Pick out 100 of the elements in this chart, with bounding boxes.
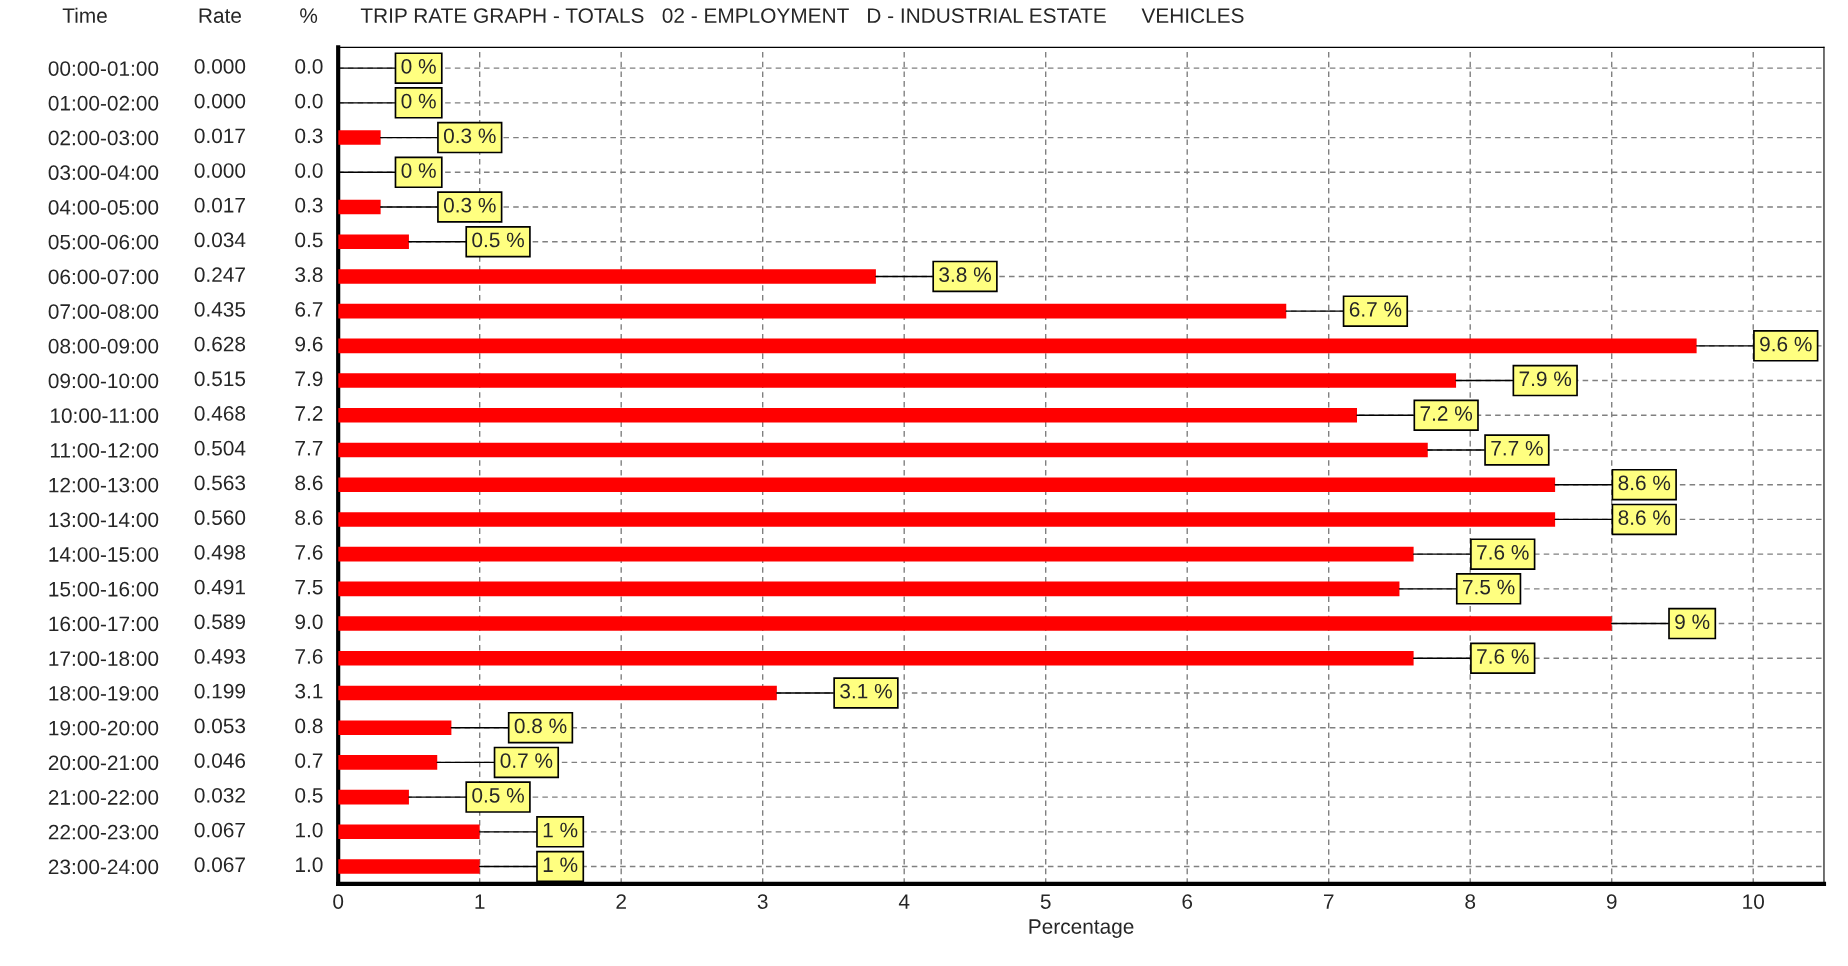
bar bbox=[338, 199, 381, 215]
data-label: 7.9 % bbox=[1519, 371, 1572, 387]
data-label: 9 % bbox=[1675, 614, 1710, 630]
text: 7.9 bbox=[295, 371, 323, 387]
text: 8.6 bbox=[295, 510, 323, 526]
data-label: 0.8 % bbox=[514, 718, 567, 734]
text: 0.515 bbox=[194, 371, 246, 387]
text: 0.0 bbox=[295, 59, 323, 74]
text: 0.067 bbox=[194, 857, 245, 873]
data-label: 0 % bbox=[401, 163, 436, 178]
text: 0.7 bbox=[295, 753, 323, 768]
x-tick-label: 9 bbox=[1606, 894, 1617, 909]
bar bbox=[338, 824, 480, 840]
x-tick-label: 3 bbox=[757, 894, 768, 909]
y-tick-label: 10:00-11:00 bbox=[50, 408, 159, 424]
text: Time bbox=[62, 7, 107, 23]
text: 0.067 bbox=[194, 822, 245, 838]
y-tick-label: 21:00-22:00 bbox=[48, 790, 159, 805]
data-label: 1 % bbox=[543, 822, 578, 838]
bar bbox=[338, 303, 1287, 319]
bar bbox=[338, 234, 409, 250]
text: 0.199 bbox=[194, 683, 245, 699]
x-tick-label: 8 bbox=[1465, 894, 1476, 909]
x-tick-label: 1 bbox=[475, 894, 485, 909]
y-tick-label: 14:00-15:00 bbox=[49, 547, 159, 562]
y-tick-label: 07:00-08:00 bbox=[48, 304, 159, 319]
text: 0.017 bbox=[194, 128, 245, 144]
bar bbox=[338, 442, 1428, 458]
text: 0.491 bbox=[194, 579, 245, 595]
text: 0.017 bbox=[194, 197, 245, 213]
text: 0.0 bbox=[295, 93, 323, 109]
data-label: 0.3 % bbox=[443, 197, 496, 213]
text: 0.3 bbox=[295, 128, 323, 144]
text: 0.247 bbox=[194, 267, 245, 283]
x-tick-label: 6 bbox=[1182, 894, 1193, 909]
text: 7.6 bbox=[295, 544, 323, 560]
text: 3.8 bbox=[295, 267, 323, 283]
chart-title: TRIP RATE GRAPH - TOTALS 02 - EMPLOYMENT D - INDUSTRIAL ESTATE VEHICLES bbox=[360, 8, 1244, 23]
text: 7.2 bbox=[295, 406, 323, 421]
text: 0.589 bbox=[194, 614, 245, 630]
y-tick-label: 22:00-23:00 bbox=[48, 824, 159, 840]
bar bbox=[338, 789, 409, 805]
y-tick-label: 05:00-06:00 bbox=[48, 234, 159, 250]
y-tick-label: 03:00-04:00 bbox=[48, 165, 159, 181]
text: 0.435 bbox=[194, 301, 246, 317]
data-label: 1 % bbox=[543, 857, 578, 873]
x-tick-label: 4 bbox=[898, 894, 910, 909]
x-tick-label: 5 bbox=[1040, 894, 1051, 909]
x-axis-title: Percentage bbox=[1029, 919, 1134, 939]
y-tick-label: 04:00-05:00 bbox=[48, 200, 159, 215]
text: 0.046 bbox=[194, 753, 246, 768]
text: 0.034 bbox=[194, 232, 246, 248]
text: 0.053 bbox=[194, 718, 246, 734]
text: Rate bbox=[199, 8, 241, 23]
x-tick-label: 7 bbox=[1323, 894, 1334, 909]
bar bbox=[338, 269, 876, 284]
text: 0.498 bbox=[194, 544, 246, 560]
data-label: 0 % bbox=[401, 93, 436, 109]
bar bbox=[338, 477, 1556, 492]
text: 7.6 bbox=[295, 649, 323, 664]
data-label: 9.6 % bbox=[1760, 336, 1812, 352]
text: 0.504 bbox=[194, 440, 246, 456]
text: 1.0 bbox=[296, 822, 323, 838]
y-tick-label: 09:00-10:00 bbox=[48, 373, 159, 389]
text: 0.493 bbox=[194, 649, 246, 664]
y-tick-label: 12:00-13:00 bbox=[49, 477, 159, 493]
bar bbox=[338, 859, 480, 874]
y-tick-label: 01:00-02:00 bbox=[48, 95, 159, 111]
text: 9.0 bbox=[295, 614, 323, 630]
y-tick-label: 17:00-18:00 bbox=[49, 651, 159, 667]
text: 6.7 bbox=[295, 301, 323, 317]
text: 0.000 bbox=[194, 59, 246, 74]
text: 0.8 bbox=[295, 718, 323, 734]
text: 8.6 bbox=[295, 475, 323, 491]
text: 0.000 bbox=[194, 163, 246, 178]
y-tick-label: 20:00-21:00 bbox=[48, 755, 159, 771]
bar bbox=[338, 407, 1358, 423]
text: 0.468 bbox=[194, 406, 246, 421]
text: 0.560 bbox=[194, 510, 246, 526]
text: 0.5 bbox=[295, 787, 323, 803]
text: 0.3 bbox=[295, 197, 323, 213]
x-tick-label: 2 bbox=[616, 894, 626, 909]
x-tick-label: 10 bbox=[1743, 894, 1764, 909]
y-tick-label: 16:00-17:00 bbox=[49, 616, 159, 632]
data-label: 6.7 % bbox=[1349, 301, 1402, 317]
data-label: 7.6 % bbox=[1477, 544, 1529, 560]
text: 0.000 bbox=[194, 93, 246, 109]
text: 0.628 bbox=[194, 336, 246, 352]
data-label: 0.7 % bbox=[500, 753, 553, 768]
text: 0.0 bbox=[295, 163, 323, 178]
data-label: 0.5 % bbox=[472, 232, 524, 248]
data-label: 3.1 % bbox=[840, 683, 892, 699]
y-tick-label: 06:00-07:00 bbox=[48, 269, 159, 285]
bar bbox=[338, 373, 1457, 388]
data-label: 7.6 % bbox=[1477, 649, 1529, 664]
data-label: 3.8 % bbox=[939, 267, 991, 283]
data-label: 0 % bbox=[401, 59, 436, 74]
bar bbox=[338, 546, 1414, 562]
text: 0.032 bbox=[194, 787, 245, 803]
bar bbox=[338, 720, 452, 735]
